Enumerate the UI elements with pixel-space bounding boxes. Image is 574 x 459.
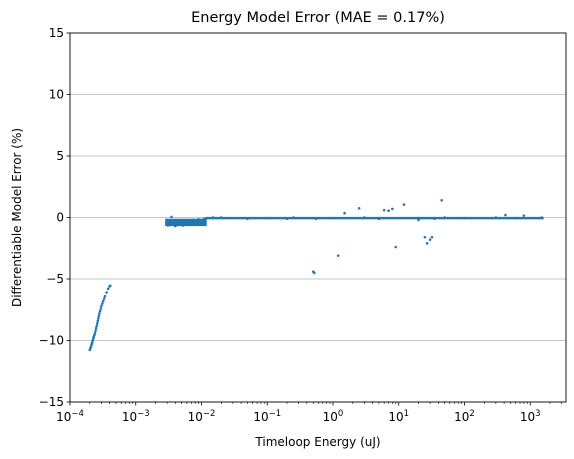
data-point [99, 307, 103, 310]
data-point [417, 218, 420, 222]
data-point [314, 217, 318, 221]
x-tick-label: 10−3 [122, 409, 150, 424]
data-point [382, 208, 386, 212]
data-point [105, 291, 108, 294]
x-tick-label: 101 [388, 409, 409, 424]
data-point [101, 299, 105, 303]
x-axis-ticks: 10−4 10−3 10−2 10−1 100 101 102 103 [56, 402, 562, 424]
data-point [172, 222, 176, 226]
data-point [463, 216, 466, 220]
y-tick-label: −10 [39, 334, 64, 348]
data-point [313, 271, 316, 275]
data-point [443, 216, 446, 219]
data-point [170, 215, 173, 219]
x-tick-label: 102 [454, 409, 475, 424]
data-point [387, 209, 390, 213]
data-point [425, 242, 429, 245]
data-point [108, 284, 112, 288]
y-tick-label: 5 [56, 149, 64, 163]
y-tick-label: 10 [49, 88, 64, 102]
data-point [211, 216, 215, 219]
data-point [175, 221, 179, 225]
data-point [440, 198, 443, 202]
data-point [177, 223, 180, 227]
data-point [197, 218, 200, 221]
data-point [433, 217, 436, 221]
data-point [191, 218, 195, 222]
data-point [428, 238, 432, 241]
x-tick-label: 10−2 [188, 409, 216, 424]
data-point [336, 254, 340, 257]
data-points [88, 198, 544, 352]
y-tick-label: 15 [49, 26, 64, 40]
data-point [181, 224, 185, 227]
y-axis-label: Differentiable Model Error (%) [10, 128, 24, 307]
data-point [200, 218, 203, 222]
data-point [246, 217, 249, 221]
data-point [205, 216, 208, 220]
data-point [394, 245, 398, 249]
data-point [202, 217, 206, 221]
data-point [103, 294, 107, 298]
data-point [423, 235, 427, 239]
data-point [514, 216, 517, 220]
data-point [292, 216, 295, 219]
data-point [101, 302, 104, 305]
data-point [168, 221, 172, 224]
data-point [94, 329, 97, 332]
data-point [331, 216, 335, 220]
dense-point-band [206, 216, 544, 220]
y-axis-ticks: −15 −10 −5 0 5 10 15 [39, 26, 70, 409]
data-point [219, 216, 223, 219]
data-point [357, 206, 361, 210]
data-point [193, 219, 197, 223]
data-point [185, 221, 189, 224]
data-point [343, 211, 346, 215]
data-point [363, 216, 366, 219]
data-point [540, 216, 544, 219]
y-tick-label: −15 [39, 395, 64, 409]
data-point [190, 220, 193, 224]
data-point [95, 324, 99, 328]
x-axis-label: Timeloop Energy (uJ) [254, 435, 380, 449]
data-point [285, 217, 289, 221]
data-point [98, 312, 101, 315]
data-point [95, 321, 99, 325]
data-point [402, 203, 406, 206]
data-point [174, 224, 177, 228]
data-point [187, 219, 191, 222]
y-tick-label: 0 [56, 211, 64, 225]
data-point [494, 216, 498, 219]
data-point [391, 207, 394, 211]
x-tick-label: 103 [520, 409, 541, 424]
x-tick-label: 100 [323, 409, 344, 424]
data-point [94, 326, 98, 330]
data-point [522, 214, 526, 217]
data-point [165, 221, 169, 225]
data-point [106, 287, 110, 291]
data-point [102, 297, 106, 300]
data-point [100, 304, 103, 308]
data-point [96, 319, 100, 323]
data-point [98, 309, 102, 313]
data-point [97, 314, 101, 318]
y-tick-label: −5 [46, 272, 64, 286]
x-tick-label: 10−4 [56, 409, 84, 424]
x-tick-label: 10−1 [253, 409, 281, 424]
data-point [504, 213, 507, 217]
chart-title: Energy Model Error (MAE = 0.17%) [191, 10, 445, 26]
data-point [93, 331, 97, 335]
data-point [97, 317, 100, 320]
data-point [265, 216, 269, 220]
data-point [183, 219, 186, 223]
data-point [430, 235, 434, 239]
data-point [179, 220, 182, 224]
data-point [377, 217, 381, 221]
